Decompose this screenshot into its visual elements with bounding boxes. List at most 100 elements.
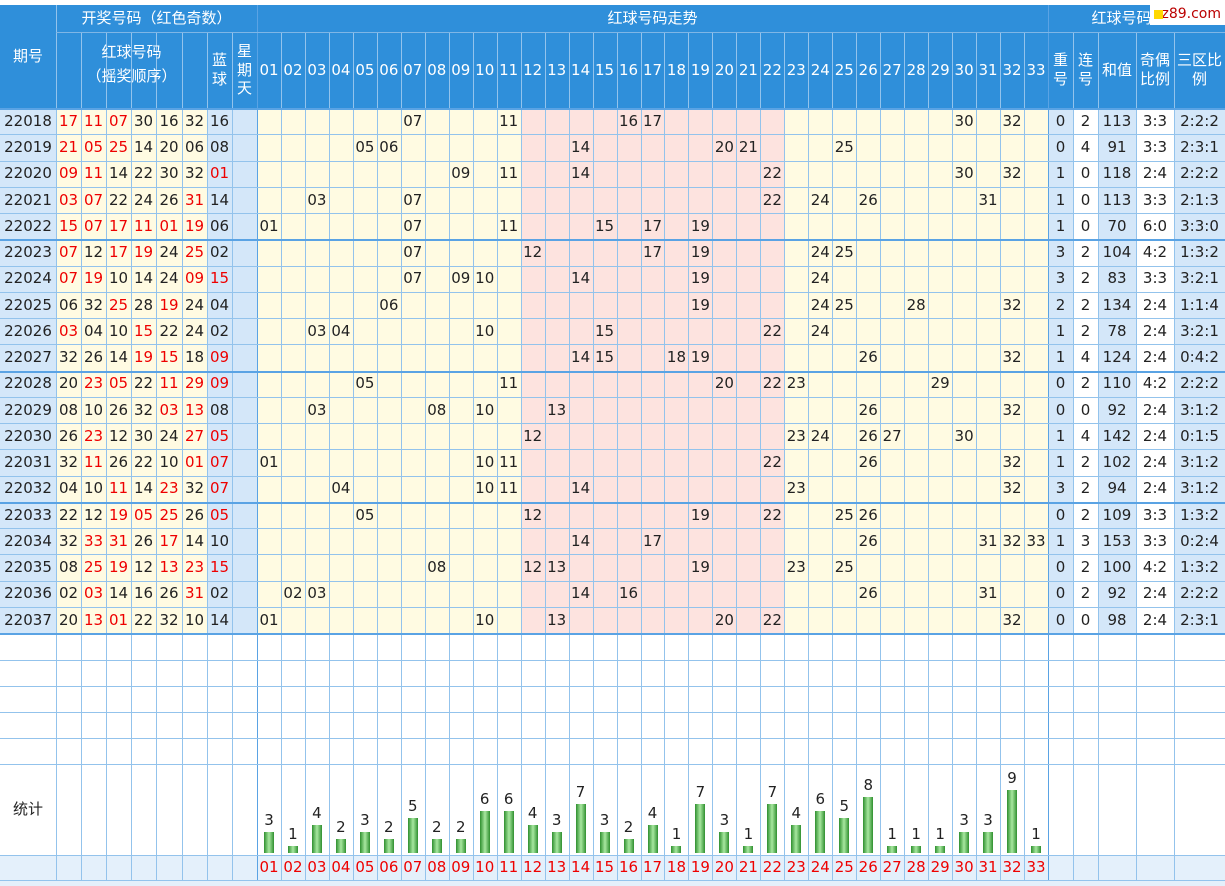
red-ball: 07: [108, 111, 129, 130]
trend-ball: 32: [1002, 610, 1022, 629]
analysis-repeat: 0: [1055, 138, 1066, 156]
analysis-sum: 109: [1102, 505, 1132, 524]
analysis-repeat: 1: [1055, 190, 1066, 209]
trend-ball: 31: [978, 190, 998, 209]
grid-line: [0, 475, 1225, 477]
watermark: cz89.com: [1150, 5, 1225, 25]
analysis-repeat: 3: [1055, 479, 1066, 498]
trend-ball: 16: [618, 584, 639, 603]
trend-ball: 26: [858, 584, 878, 603]
red-ball: 28: [133, 295, 154, 314]
bar-label: 3: [599, 810, 610, 829]
trend-ball: 14: [571, 164, 591, 183]
red-ball: 11: [83, 453, 104, 471]
trend-ball: 32: [1002, 400, 1022, 419]
red-ball: 20: [58, 610, 79, 629]
bar: [863, 797, 874, 853]
footer-column-label: 30: [954, 858, 974, 877]
grid-line: [0, 396, 1225, 398]
bar-label: 7: [575, 782, 586, 801]
analysis-sum: 134: [1102, 295, 1132, 314]
bar-label: 1: [671, 824, 682, 843]
grid-line: [0, 738, 1225, 739]
grid-line: [81, 32, 82, 881]
watermark-icon: [1154, 10, 1163, 19]
grid-line: [400, 32, 402, 881]
analysis-repeat: 1: [1055, 164, 1066, 183]
analysis-zones: 3:2:1: [1180, 321, 1219, 340]
red-ball: 24: [159, 243, 179, 261]
analysis-odd-even: 2:4: [1142, 348, 1168, 366]
footer-column-label: 11: [499, 858, 519, 877]
column-label: 17: [642, 60, 663, 79]
red-ball: 19: [108, 558, 129, 576]
bar-label: 1: [1031, 824, 1041, 843]
analysis-odd-even: 2:4: [1142, 584, 1168, 603]
red-ball: 23: [83, 374, 104, 393]
bar-label: 3: [360, 810, 370, 829]
red-ball: 26: [159, 190, 179, 209]
trend-ball: 07: [403, 243, 423, 261]
column-label: 15: [595, 60, 615, 79]
red-ball: 26: [133, 531, 154, 550]
red-ball: 18: [184, 348, 205, 366]
column-label: 11: [499, 60, 519, 79]
grid-line: [592, 32, 594, 881]
grid-line: [280, 32, 282, 881]
trend-ball: 23: [786, 558, 806, 576]
analysis-sum: 142: [1102, 426, 1132, 445]
footer-column-label: 02: [283, 858, 303, 877]
footer-column-label: 26: [858, 858, 878, 877]
red-ball: 31: [108, 531, 129, 550]
bar-label: 6: [503, 789, 514, 808]
blue-ball: 08: [209, 400, 230, 419]
red-ball: 13: [159, 558, 179, 576]
trend-ball: 10: [475, 321, 495, 340]
trend-ball: 09: [451, 269, 471, 288]
grid-line: [56, 32, 1225, 33]
trend-ball: 12: [523, 243, 543, 261]
footer-column-label: 21: [738, 858, 758, 877]
grid-line: [106, 32, 107, 881]
column-label: 01: [259, 60, 279, 79]
analysis-consecutive: 2: [1080, 558, 1091, 576]
header-cell: 开奖号码（红色奇数）: [81, 9, 232, 28]
trend-ball: 14: [571, 531, 591, 550]
column-label: 26: [858, 60, 878, 79]
period: 22019: [4, 138, 52, 156]
bar: [479, 811, 490, 853]
trend-ball: 08: [427, 558, 447, 576]
trend-ball: 26: [858, 426, 878, 445]
analysis-repeat: 0: [1055, 610, 1066, 629]
analysis-sum: 104: [1102, 243, 1132, 261]
column-label: 30: [954, 60, 974, 79]
red-ball: 25: [159, 505, 179, 524]
trend-ball: 22: [762, 190, 782, 209]
red-ball: 04: [58, 479, 79, 498]
period: 22033: [4, 505, 52, 524]
trend-ball: 25: [834, 295, 854, 314]
red-ball: 10: [83, 400, 104, 419]
footer-column-label: 06: [379, 858, 399, 877]
column-label: 06: [379, 60, 399, 79]
trend-ball: 19: [690, 505, 710, 524]
trend-ball: 07: [403, 190, 423, 209]
trend-ball: 24: [810, 243, 830, 261]
red-ball: 08: [58, 400, 79, 419]
red-ball: 23: [83, 426, 104, 445]
trend-ball: 31: [978, 531, 998, 550]
analysis-odd-even: 2:4: [1142, 400, 1168, 419]
analysis-repeat: 0: [1055, 558, 1066, 576]
bar: [695, 804, 706, 853]
red-ball: 13: [184, 400, 205, 419]
grid-line: [0, 108, 1225, 110]
red-ball: 30: [159, 164, 179, 183]
blue-ball: 07: [209, 479, 230, 498]
red-ball: 02: [58, 584, 79, 603]
trend-ball: 30: [954, 111, 974, 130]
grid-line: [760, 32, 762, 881]
red-ball: 27: [184, 426, 205, 445]
red-ball: 11: [133, 216, 154, 235]
analysis-consecutive: 2: [1080, 243, 1091, 261]
column-label: 27: [882, 60, 902, 79]
